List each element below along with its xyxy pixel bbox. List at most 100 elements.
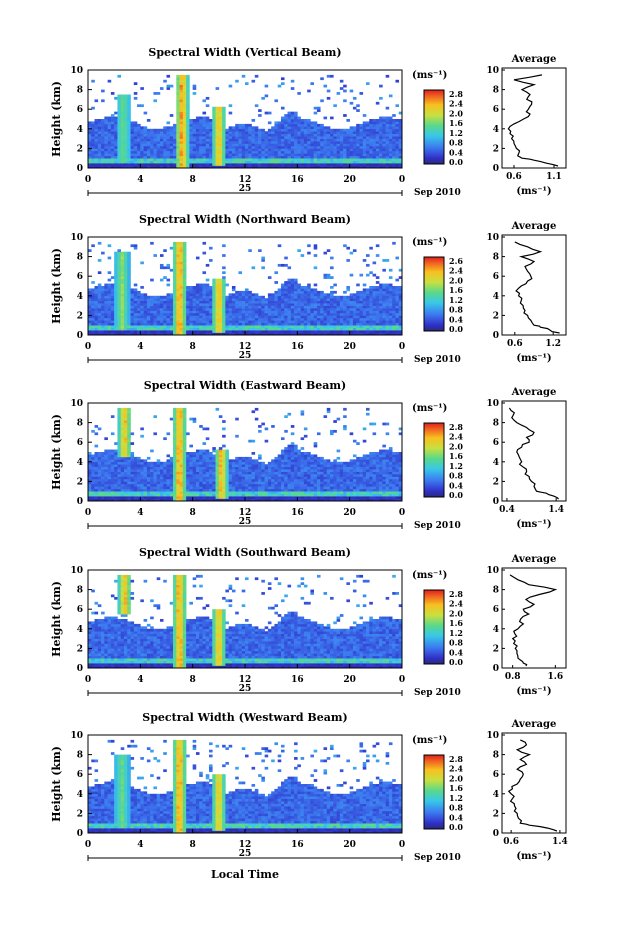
heatmap-cell <box>343 165 347 169</box>
heatmap-cell <box>117 476 122 480</box>
heatmap-cell <box>146 474 151 477</box>
heatmap-cell <box>274 143 279 147</box>
heatmap-cell <box>349 126 354 130</box>
heatmap-cell <box>156 131 161 134</box>
heatmap-cell <box>284 131 288 134</box>
heatmap-cell <box>123 308 128 311</box>
heatmap-cell <box>110 478 115 482</box>
heatmap-cell <box>215 116 220 120</box>
heatmap-cell <box>107 143 112 147</box>
heatmap-cell <box>209 327 213 331</box>
heatmap-cell <box>192 298 197 301</box>
heatmap-cell <box>372 143 377 147</box>
heatmap-cell <box>101 461 105 465</box>
heatmap-cell <box>382 305 386 309</box>
heatmap-cell <box>107 330 112 333</box>
heatmap-cell <box>225 150 229 154</box>
heatmap-cell <box>88 121 92 125</box>
heatmap-cell <box>313 300 318 304</box>
heatmap-cell <box>356 158 360 161</box>
heatmap-cell <box>375 320 380 324</box>
heatmap-cell <box>310 150 314 154</box>
heatmap-cell <box>130 308 135 311</box>
heatmap-cell <box>159 466 164 470</box>
heatmap-cell <box>199 160 203 164</box>
heatmap-cell <box>123 417 128 421</box>
heatmap-cell <box>238 295 243 299</box>
heatmap-cell <box>133 133 138 137</box>
heatmap-cell <box>326 330 331 333</box>
heatmap-cell <box>333 322 337 326</box>
heatmap-cell <box>303 143 308 147</box>
heatmap-cell <box>277 322 282 326</box>
heatmap-cell <box>176 165 180 169</box>
heatmap-cell <box>333 138 337 142</box>
heatmap-cell <box>225 163 229 166</box>
y-tick-label: 8 <box>77 253 83 263</box>
heatmap-cell <box>176 317 180 321</box>
heatmap-cell <box>110 461 115 465</box>
heatmap-cell <box>127 439 131 443</box>
heatmap-cell <box>277 163 282 166</box>
heatmap-cell <box>101 476 105 480</box>
heatmap-cell <box>209 123 213 127</box>
heatmap-cell <box>294 150 298 154</box>
heatmap-cell <box>173 295 177 299</box>
heatmap-cell <box>114 488 118 492</box>
heatmap-cell <box>156 148 161 152</box>
heatmap-cell <box>316 106 321 110</box>
heatmap-cell <box>169 456 174 460</box>
heatmap-cell <box>362 145 367 149</box>
heatmap-cell <box>153 488 157 492</box>
heatmap-cell <box>313 141 318 144</box>
heatmap-cell <box>120 109 125 112</box>
heatmap-cell <box>199 155 203 159</box>
heatmap-cell <box>120 295 125 299</box>
heatmap-cell <box>277 128 282 132</box>
heatmap-cell <box>153 317 157 321</box>
heatmap-cell <box>179 74 184 78</box>
heatmap-cell <box>117 276 122 279</box>
heatmap-cell <box>274 325 279 328</box>
heatmap-cell <box>163 150 167 154</box>
heatmap-cell <box>114 273 118 277</box>
heatmap-cell <box>362 259 367 262</box>
heatmap-cell <box>195 143 200 147</box>
heatmap-cell <box>117 271 122 275</box>
heatmap-cell <box>199 300 203 304</box>
heatmap-cell <box>372 158 377 161</box>
heatmap-cell <box>159 165 164 169</box>
heatmap-cell <box>225 143 229 147</box>
heatmap-cell <box>356 104 360 108</box>
heatmap-cell <box>310 320 314 324</box>
heatmap-cell <box>117 315 122 319</box>
heatmap-cell <box>375 160 380 164</box>
heatmap-cell <box>330 74 334 78</box>
heatmap-cell <box>143 481 148 485</box>
x-tick-label: 12 <box>239 342 252 352</box>
heatmap-cell <box>287 322 292 326</box>
heatmap-cell <box>143 126 148 130</box>
heatmap-cell <box>123 251 128 255</box>
heatmap-cell <box>117 407 122 411</box>
heatmap-cell <box>346 165 350 169</box>
heatmap-cell <box>150 327 154 331</box>
heatmap-cell <box>310 305 314 309</box>
heatmap-cell <box>307 288 311 292</box>
heatmap-cell <box>307 163 311 166</box>
heatmap-cell <box>238 303 243 306</box>
heatmap-cell <box>248 310 252 314</box>
heatmap-cell <box>245 123 249 127</box>
heatmap-cell <box>153 300 157 304</box>
heatmap-cell <box>228 165 233 169</box>
heatmap-cell <box>366 290 370 294</box>
day-label: 25 <box>239 351 252 361</box>
heatmap-cell <box>153 160 157 164</box>
heatmap-cell <box>104 322 108 326</box>
heatmap-cell <box>150 325 154 328</box>
heatmap-cell <box>222 148 226 152</box>
heatmap-cell <box>333 155 337 159</box>
heatmap-cell <box>271 163 275 166</box>
heatmap-cell <box>94 288 99 292</box>
heatmap-cell <box>248 295 252 299</box>
